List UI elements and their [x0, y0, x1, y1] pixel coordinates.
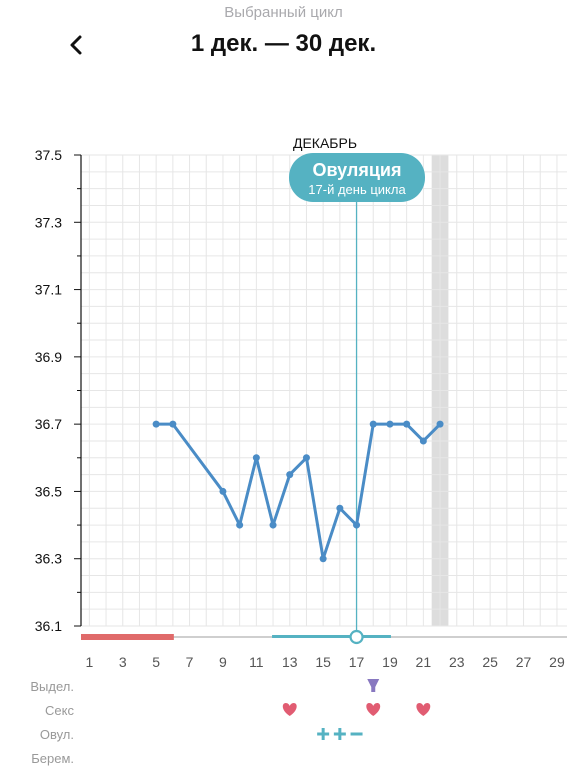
- x-tick-label: 9: [219, 654, 227, 670]
- x-tick-label: 15: [315, 654, 331, 670]
- data-point[interactable]: [269, 521, 277, 529]
- heart-icon: [416, 703, 431, 716]
- ovulation-title: Овуляция: [313, 160, 402, 180]
- x-tick-label: 7: [186, 654, 194, 670]
- drop-shape: [367, 679, 380, 692]
- y-tick-label: 36.9: [35, 349, 62, 365]
- month-label: ДЕКАБРЬ: [293, 135, 357, 151]
- x-tick-label: 17: [349, 654, 365, 670]
- heart-icon: [366, 703, 381, 716]
- fertile-window-bar: [272, 635, 391, 638]
- data-point[interactable]: [169, 420, 177, 428]
- data-point[interactable]: [152, 420, 160, 428]
- ovulation-bubble-bg: [289, 153, 425, 202]
- x-tick-label: 19: [382, 654, 398, 670]
- row-label: Овул.: [40, 727, 74, 742]
- data-point[interactable]: [403, 420, 411, 428]
- y-tick-label: 37.5: [35, 147, 62, 163]
- data-point[interactable]: [436, 420, 444, 428]
- plus-icon: [333, 728, 346, 740]
- x-tick-label: 29: [549, 654, 565, 670]
- y-tick-label: 36.1: [35, 618, 62, 634]
- data-point[interactable]: [353, 521, 361, 529]
- heart-shape: [366, 703, 381, 716]
- y-tick-label: 36.3: [35, 551, 62, 567]
- x-tick-label: 5: [152, 654, 160, 670]
- y-tick-label: 36.7: [35, 416, 62, 432]
- data-point[interactable]: [286, 471, 294, 479]
- drop-icon: [367, 679, 380, 692]
- page-title: 1 дек. — 30 дек.: [190, 30, 377, 57]
- y-tick-label: 37.1: [35, 282, 62, 298]
- data-point[interactable]: [219, 487, 227, 495]
- x-tick-label: 21: [416, 654, 432, 670]
- plus-icon: [317, 728, 330, 740]
- ovulation-bubble: Овуляция 17-й день цикла: [289, 153, 425, 202]
- x-tick-label: 23: [449, 654, 465, 670]
- data-point[interactable]: [419, 437, 427, 445]
- data-point[interactable]: [252, 454, 260, 462]
- data-point[interactable]: [386, 420, 394, 428]
- x-tick-label: 27: [516, 654, 532, 670]
- y-tick-label: 37.3: [35, 214, 62, 230]
- ovulation-marker[interactable]: [349, 629, 364, 645]
- back-button[interactable]: [64, 30, 90, 60]
- data-point[interactable]: [236, 521, 244, 529]
- data-point[interactable]: [336, 504, 344, 512]
- x-tick-label: 25: [482, 654, 498, 670]
- data-point[interactable]: [302, 454, 310, 462]
- x-tick-label: 3: [119, 654, 127, 670]
- row-label: Секс: [45, 703, 74, 718]
- data-point[interactable]: [319, 555, 327, 563]
- x-tick-label: 13: [282, 654, 298, 670]
- chevron-left-icon: [70, 35, 82, 55]
- x-tick-label: 1: [85, 654, 93, 670]
- ovulation-subtitle: 17-й день цикла: [308, 182, 406, 197]
- temperature-series-line: [156, 422, 442, 561]
- header-subtitle: Выбранный цикл: [224, 4, 343, 21]
- x-tick-label: 11: [249, 654, 264, 670]
- heart-shape: [282, 703, 297, 716]
- period-bar: [81, 634, 174, 640]
- y-tick-label: 36.5: [35, 483, 62, 499]
- heart-shape: [416, 703, 431, 716]
- row-label: Выдел.: [30, 679, 74, 694]
- row-label: Берем.: [31, 751, 74, 766]
- heart-icon: [282, 703, 297, 716]
- data-point[interactable]: [369, 420, 377, 428]
